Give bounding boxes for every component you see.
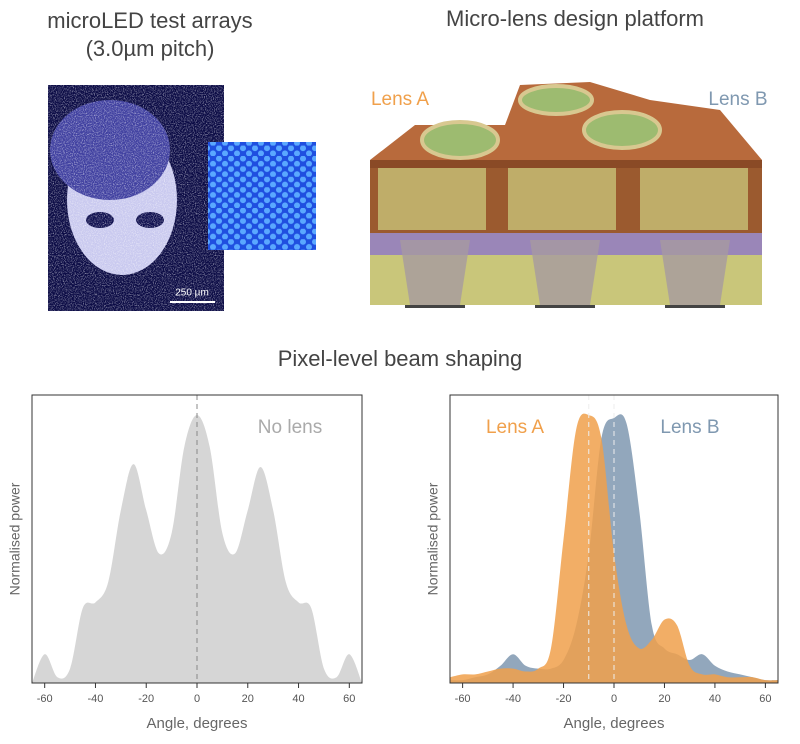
x-tick-label: 40	[709, 693, 721, 705]
lens-b-label: Lens B	[708, 89, 767, 110]
lens-a-label: Lens A	[371, 89, 429, 110]
y-axis-label: Normalised power	[425, 482, 441, 595]
series-label: Lens A	[486, 417, 544, 438]
x-tick-label: 0	[194, 693, 200, 705]
x-tick-label: -60	[455, 693, 471, 705]
arrays-subtitle: (3.0µm pitch)	[86, 36, 215, 61]
scale-bar-label: 250 µm	[175, 288, 209, 299]
x-tick-label: 20	[242, 693, 254, 705]
series-label: Lens B	[660, 417, 719, 438]
lens-illustration	[370, 82, 762, 308]
design-title: Micro-lens design platform	[446, 6, 704, 31]
section-title: Pixel-level beam shaping	[278, 346, 523, 371]
x-tick-label: -40	[88, 693, 104, 705]
arrays-title: microLED test arrays	[47, 8, 252, 33]
x-tick-label: -60	[37, 693, 53, 705]
x-tick-label: 0	[611, 693, 617, 705]
x-tick-label: 60	[343, 693, 355, 705]
x-tick-label: 20	[658, 693, 670, 705]
x-tick-label: -20	[138, 693, 154, 705]
x-tick-label: -20	[556, 693, 572, 705]
hex-array-image	[208, 142, 316, 250]
series-label: No lens	[258, 417, 322, 438]
y-axis-label: Normalised power	[7, 482, 23, 595]
x-tick-label: -40	[505, 693, 521, 705]
portrait-image: 250 µm	[48, 85, 224, 311]
x-axis-label: Angle, degrees	[564, 715, 665, 732]
x-axis-label: Angle, degrees	[147, 715, 248, 732]
x-tick-label: 60	[759, 693, 771, 705]
x-tick-label: 40	[292, 693, 304, 705]
